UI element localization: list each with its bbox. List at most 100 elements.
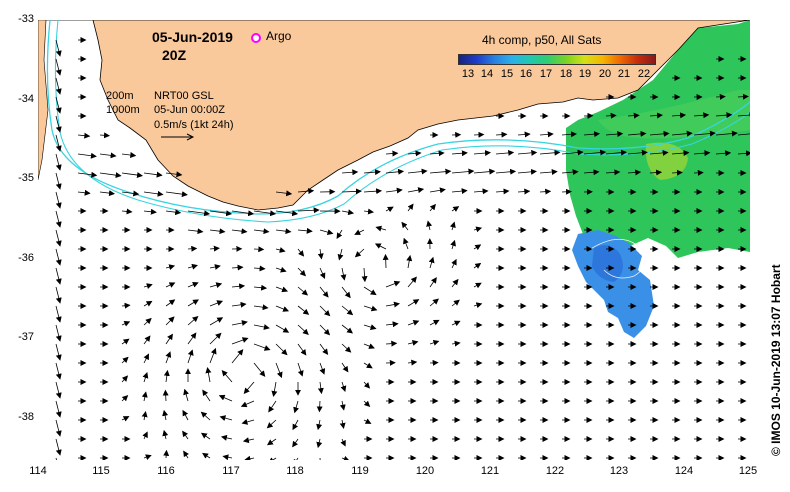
current-arrow bbox=[231, 337, 249, 345]
current-arrow bbox=[143, 335, 151, 345]
current-arrow bbox=[649, 169, 663, 176]
current-arrow bbox=[693, 150, 711, 157]
current-arrow bbox=[561, 188, 572, 195]
current-arrow bbox=[340, 438, 346, 447]
current-arrow bbox=[121, 190, 140, 197]
current-arrow bbox=[253, 265, 266, 272]
current-arrow bbox=[162, 429, 169, 440]
current-arrow bbox=[55, 381, 62, 399]
current-arrow bbox=[385, 168, 405, 175]
current-arrow bbox=[340, 267, 347, 281]
lon-tick: 116 bbox=[157, 465, 175, 477]
current-arrow bbox=[143, 454, 152, 460]
current-arrow bbox=[539, 149, 561, 156]
current-arrow bbox=[268, 457, 277, 460]
current-arrow bbox=[187, 245, 198, 252]
isobath-200-label: 200m bbox=[106, 90, 134, 102]
current-arrow bbox=[200, 432, 211, 440]
current-arrow bbox=[231, 228, 248, 235]
current-arrow bbox=[183, 450, 189, 459]
current-arrow bbox=[385, 321, 399, 328]
current-arrow bbox=[363, 418, 372, 424]
lon-tick: 124 bbox=[674, 465, 694, 477]
current-arrow bbox=[219, 415, 233, 422]
current-arrow bbox=[292, 419, 299, 431]
current-arrow bbox=[382, 253, 389, 269]
current-arrow bbox=[218, 394, 233, 402]
current-arrow bbox=[429, 203, 436, 212]
current-arrow bbox=[187, 299, 199, 307]
current-arrow bbox=[55, 58, 62, 76]
current-arrow bbox=[297, 188, 315, 195]
current-arrow bbox=[297, 343, 307, 356]
current-arrow bbox=[473, 244, 482, 251]
current-arrow bbox=[275, 362, 283, 379]
current-arrow bbox=[121, 395, 129, 402]
current-arrow bbox=[121, 375, 129, 383]
current-arrow bbox=[406, 254, 413, 269]
current-arrow bbox=[363, 400, 371, 407]
current-arrow bbox=[339, 419, 346, 429]
current-arrow bbox=[297, 207, 320, 214]
current-arrow bbox=[340, 381, 347, 392]
current-arrow bbox=[143, 300, 153, 307]
current-arrow bbox=[275, 210, 299, 217]
current-arrow bbox=[495, 149, 515, 156]
current-arrow bbox=[715, 112, 733, 119]
current-arrow bbox=[266, 438, 277, 446]
temperature-colorbar bbox=[458, 54, 656, 65]
current-arrow bbox=[561, 169, 579, 176]
current-arrow bbox=[121, 338, 130, 345]
current-arrow bbox=[253, 284, 268, 291]
current-arrow bbox=[187, 282, 199, 288]
current-arrow bbox=[429, 339, 440, 346]
current-arrow bbox=[275, 305, 290, 312]
lon-tick: 119 bbox=[351, 465, 369, 477]
current-arrow bbox=[317, 248, 324, 260]
current-arrow bbox=[165, 264, 176, 271]
current-arrow bbox=[297, 305, 310, 315]
current-arrow bbox=[121, 356, 129, 364]
current-arrow bbox=[517, 168, 537, 175]
current-arrow bbox=[253, 228, 270, 235]
current-arrow bbox=[77, 189, 91, 196]
current-arrow bbox=[297, 248, 305, 257]
current-arrow bbox=[473, 131, 485, 138]
current-arrow bbox=[517, 131, 531, 138]
current-arrow bbox=[77, 171, 98, 178]
current-arrow bbox=[231, 264, 244, 271]
map-time-title: 20Z bbox=[162, 47, 187, 63]
current-arrow bbox=[336, 229, 343, 239]
map-area[interactable] bbox=[38, 20, 750, 460]
current-arrow bbox=[407, 299, 420, 307]
current-arrow bbox=[187, 349, 194, 364]
current-arrow bbox=[429, 187, 446, 194]
current-arrow bbox=[583, 169, 600, 176]
current-arrow bbox=[253, 324, 270, 330]
current-arrow bbox=[162, 409, 169, 421]
current-arrow bbox=[165, 333, 173, 345]
current-arrow bbox=[121, 208, 133, 215]
current-arrow bbox=[517, 188, 531, 195]
current-arrow bbox=[266, 419, 277, 429]
current-arrow bbox=[495, 168, 517, 175]
current-arrow bbox=[121, 321, 131, 327]
current-arrow bbox=[319, 286, 329, 298]
lon-tick: 122 bbox=[545, 465, 565, 477]
current-arrow bbox=[55, 305, 62, 323]
current-arrow bbox=[141, 391, 148, 402]
current-arrow bbox=[341, 324, 353, 334]
current-arrow bbox=[319, 362, 326, 375]
current-arrow bbox=[165, 316, 175, 326]
current-arrow bbox=[55, 438, 62, 456]
current-arrow bbox=[205, 367, 212, 383]
current-arrow bbox=[341, 362, 349, 373]
current-vectors bbox=[55, 37, 750, 460]
current-arrow bbox=[363, 324, 377, 330]
current-arrow bbox=[165, 209, 182, 216]
lon-tick: 121 bbox=[480, 465, 500, 477]
current-arrow bbox=[143, 208, 157, 215]
current-arrow bbox=[268, 400, 277, 413]
lat-tick: -36 bbox=[18, 252, 34, 264]
current-arrow bbox=[182, 430, 189, 440]
